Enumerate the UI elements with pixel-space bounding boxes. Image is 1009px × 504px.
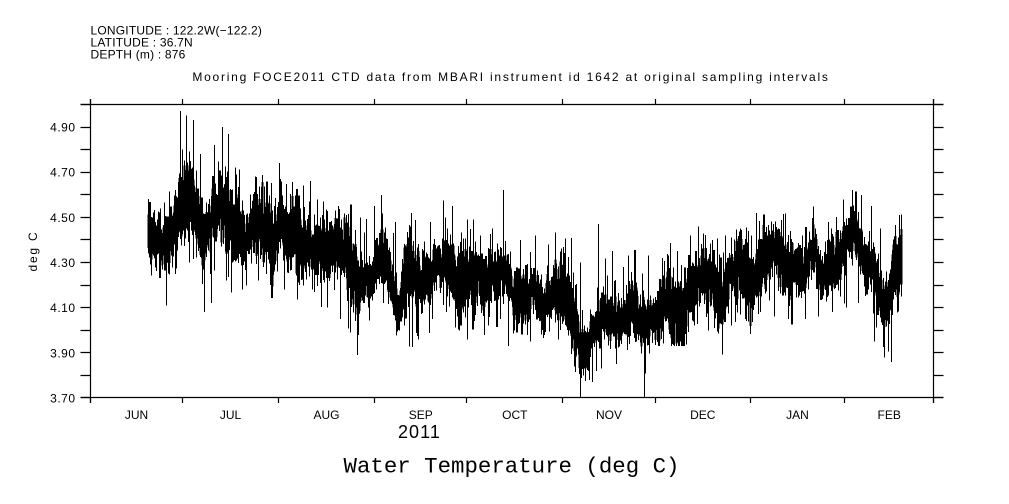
- svg-text:LONGITUDE : 122.2W(−122.2): LONGITUDE : 122.2W(−122.2): [91, 23, 263, 37]
- svg-text:JUL: JUL: [220, 408, 242, 422]
- svg-text:SEP: SEP: [409, 408, 433, 422]
- svg-text:FEB: FEB: [878, 408, 901, 422]
- svg-text:Mooring FOCE2011 CTD data from: Mooring FOCE2011 CTD data from MBARI ins…: [192, 70, 829, 84]
- svg-text:NOV: NOV: [596, 408, 622, 422]
- svg-text:2011: 2011: [398, 422, 441, 442]
- svg-text:4.70: 4.70: [50, 166, 75, 180]
- svg-text:DEC: DEC: [690, 408, 716, 422]
- svg-text:3.70: 3.70: [50, 392, 75, 406]
- svg-text:4.50: 4.50: [50, 211, 75, 225]
- svg-text:DEPTH (m) : 876: DEPTH (m) : 876: [91, 48, 186, 62]
- svg-text:4.30: 4.30: [50, 256, 75, 270]
- svg-text:OCT: OCT: [502, 408, 528, 422]
- svg-text:deg C: deg C: [26, 230, 40, 271]
- svg-text:LATITUDE : 36.7N: LATITUDE : 36.7N: [91, 36, 193, 50]
- svg-text:4.10: 4.10: [50, 301, 75, 315]
- svg-text:JAN: JAN: [786, 408, 809, 422]
- svg-text:AUG: AUG: [313, 408, 339, 422]
- svg-text:Water Temperature (deg C): Water Temperature (deg C): [344, 454, 680, 480]
- svg-text:JUN: JUN: [125, 408, 148, 422]
- svg-text:4.90: 4.90: [50, 121, 75, 135]
- svg-text:3.90: 3.90: [50, 346, 75, 360]
